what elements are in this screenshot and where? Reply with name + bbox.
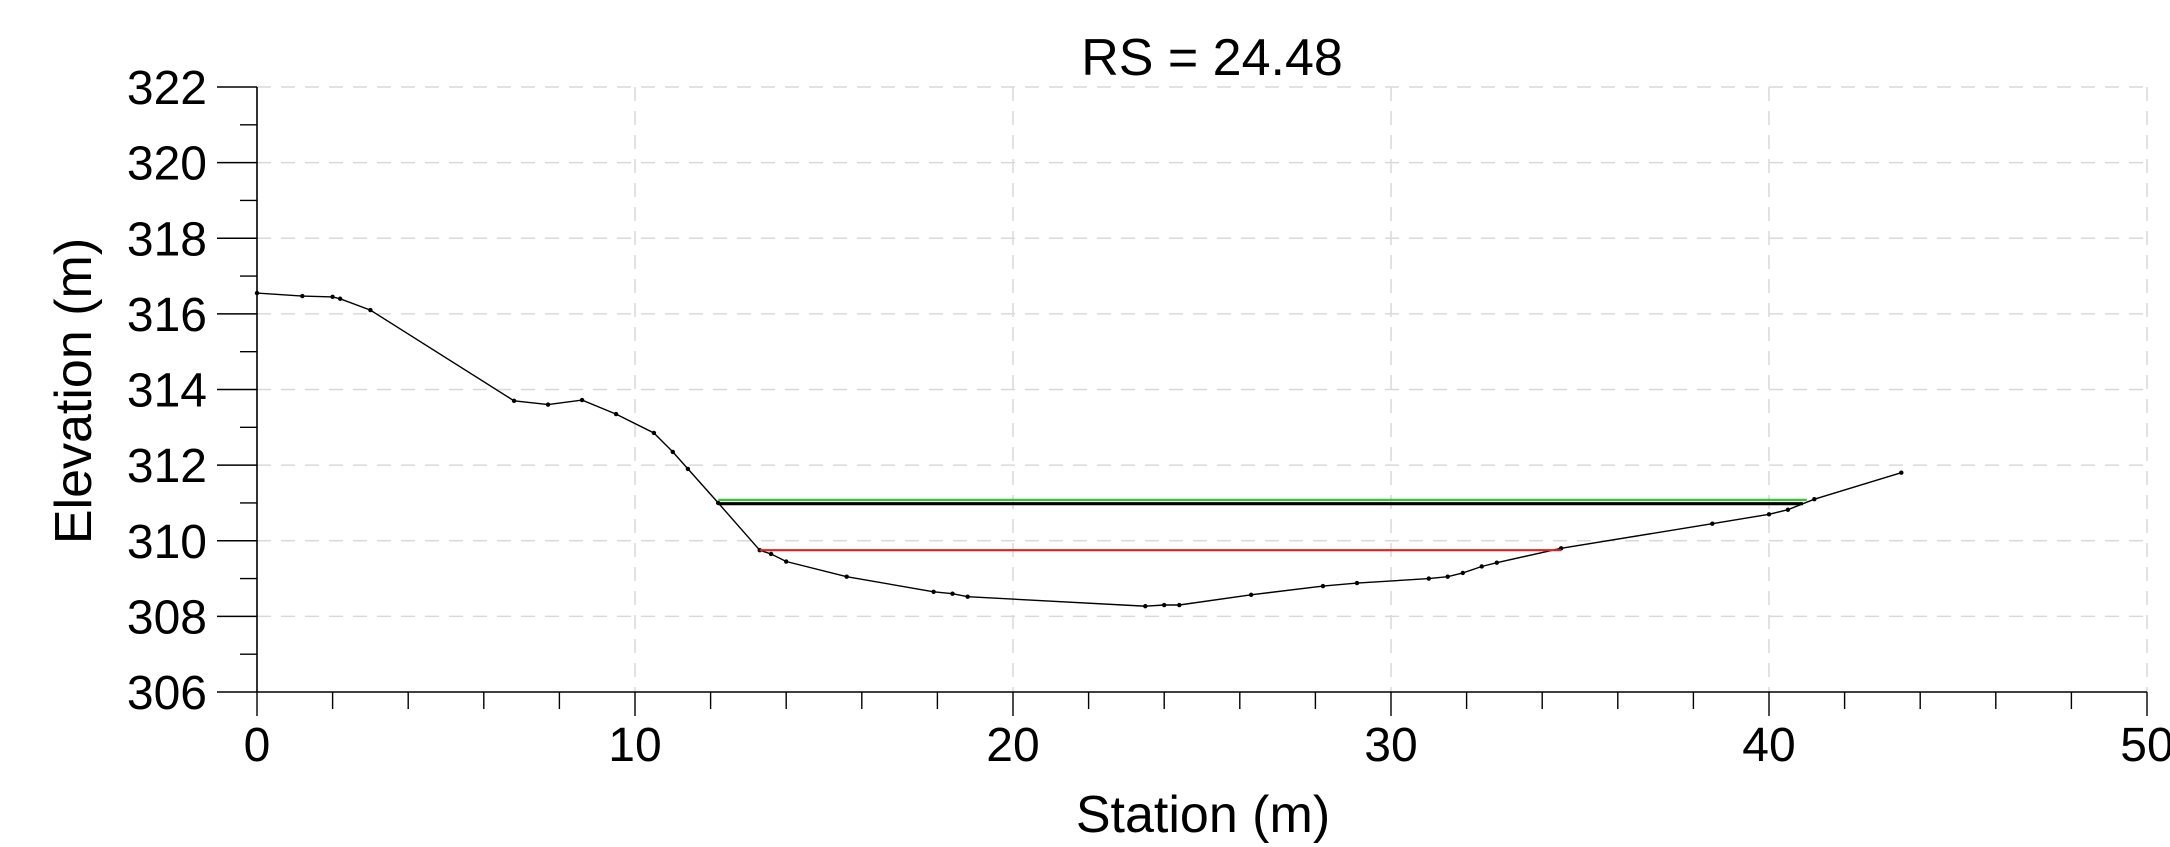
ground-point — [368, 307, 373, 313]
ground-point — [768, 551, 774, 557]
axes: 0 10 20 30 40 50 306 308 310 312 314 316 318 320 322 — [127, 62, 2170, 772]
plot-area — [254, 290, 1904, 609]
ground-point — [1177, 602, 1182, 608]
ground-point — [337, 296, 343, 301]
ground-point — [1143, 603, 1148, 609]
ground-point — [1494, 560, 1500, 565]
ground-point — [1812, 496, 1817, 502]
ground-point — [300, 293, 305, 299]
ground-point — [1426, 576, 1432, 581]
ground-point — [1162, 602, 1167, 608]
ground-point — [950, 591, 955, 596]
ground-point — [651, 430, 657, 436]
x-tick-label: 40 — [1742, 719, 1795, 772]
y-tick-label: 306 — [127, 667, 207, 720]
ground-profile-line — [256, 292, 1902, 607]
ground-point — [1710, 521, 1715, 526]
y-tick-label: 308 — [127, 591, 207, 644]
x-tick-label: 0 — [244, 719, 271, 772]
ground-point — [579, 397, 585, 403]
x-tick-label: 50 — [2120, 719, 2170, 772]
ground-point — [784, 559, 789, 564]
y-tick-label: 320 — [127, 138, 207, 191]
ground-point — [1479, 564, 1484, 569]
y-tick-label: 314 — [127, 365, 207, 418]
y-tick-label: 310 — [127, 516, 207, 569]
chart-title: RS = 24.48 — [1081, 29, 1343, 87]
ground-point — [1248, 592, 1254, 598]
y-tick-label: 322 — [127, 62, 207, 115]
ground-point — [931, 589, 936, 594]
ground-point — [685, 466, 691, 472]
x-tick-label: 10 — [608, 719, 661, 772]
ground-point — [670, 449, 675, 455]
y-axis-label: Elevation (m) — [45, 238, 103, 544]
x-axis-label: Station (m) — [1076, 786, 1330, 844]
x-tick-label: 30 — [1364, 719, 1417, 772]
ground-point — [613, 411, 619, 417]
y-tick-label: 318 — [127, 213, 207, 266]
ground-point — [330, 294, 335, 300]
ground-point — [1766, 512, 1772, 517]
x-tick-label: 20 — [986, 719, 1039, 772]
ground-point — [1354, 580, 1360, 586]
ground-point — [965, 594, 970, 599]
y-tick-label: 312 — [127, 440, 207, 493]
ground-point — [1785, 507, 1791, 512]
ground-point — [1899, 470, 1904, 475]
grid — [257, 86, 2148, 692]
ground-point — [1320, 583, 1326, 589]
ground-point — [254, 290, 260, 296]
y-tick-label: 316 — [127, 289, 207, 342]
ground-point — [844, 574, 849, 579]
ground-point — [1460, 570, 1466, 576]
ground-point — [545, 402, 551, 407]
ground-point — [511, 398, 517, 404]
ground-point — [1445, 574, 1450, 579]
